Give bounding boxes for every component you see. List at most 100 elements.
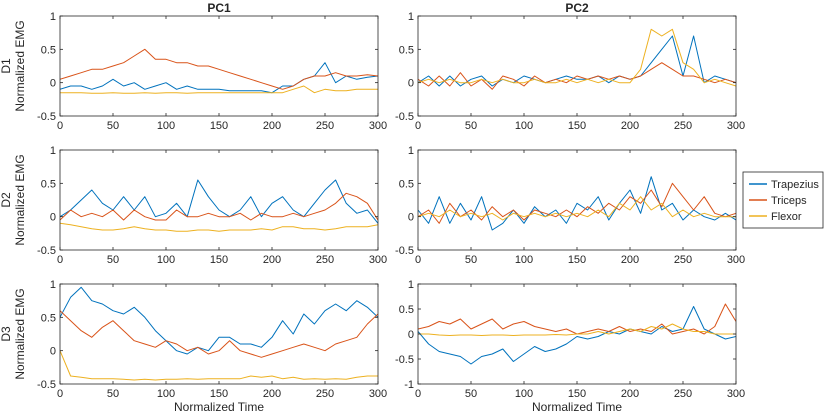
- plot-area: [418, 16, 736, 116]
- y-tick-label: 1: [408, 279, 414, 291]
- y-tick-label: -0.5: [37, 379, 56, 391]
- x-tick-label: 200: [263, 120, 281, 132]
- y-tick-label: 0: [408, 329, 414, 341]
- series-line-trapezius: [60, 62, 378, 94]
- x-tick-label: 0: [57, 388, 63, 400]
- row-label: D2: [0, 192, 13, 208]
- y-tick-label: 0.5: [41, 178, 56, 190]
- x-tick-label: 300: [369, 388, 387, 400]
- column-title: PC2: [565, 1, 589, 15]
- x-tick-label: 0: [415, 388, 421, 400]
- x-tick-label: 200: [263, 254, 281, 266]
- x-tick-label: 100: [157, 388, 175, 400]
- y-tick-label: 0.5: [399, 178, 414, 190]
- row-label: D1: [0, 58, 13, 74]
- y-tick-label: 0: [50, 212, 56, 224]
- x-tick-label: 50: [465, 254, 477, 266]
- x-tick-label: 50: [107, 388, 119, 400]
- x-tick-label: 300: [369, 254, 387, 266]
- x-tick-label: 200: [621, 120, 639, 132]
- x-tick-label: 300: [369, 120, 387, 132]
- y-tick-label: 0.5: [41, 312, 56, 324]
- x-axis-label: Normalized Time: [532, 400, 622, 413]
- x-tick-label: 0: [415, 254, 421, 266]
- panel-d3-pc2: 0 50 100 150 200 250 300 -1 -0.5 0 0.5 1 Normalized …: [395, 279, 745, 414]
- y-tick-label: -0.5: [395, 245, 414, 257]
- y-tick-label: 0: [408, 212, 414, 224]
- series-group: [60, 286, 378, 381]
- series-line-flexor: [418, 28, 736, 87]
- series-line-flexor: [60, 350, 378, 381]
- series-group: [60, 179, 378, 232]
- x-tick-label: 50: [107, 120, 119, 132]
- x-tick-label: 200: [263, 388, 281, 400]
- y-axis-label: Normalized EMG: [13, 288, 27, 379]
- x-tick-label: 300: [727, 254, 745, 266]
- plot-area: [60, 284, 378, 384]
- series-group: [418, 303, 736, 365]
- x-tick-label: 200: [621, 388, 639, 400]
- y-tick-label: 1: [50, 145, 56, 157]
- y-tick-label: -0.5: [395, 354, 414, 366]
- x-tick-label: 250: [674, 388, 692, 400]
- y-tick-label: 1: [50, 279, 56, 291]
- x-tick-label: 250: [674, 254, 692, 266]
- panels-layer: 0 50 100 150 200 250 300-0.500.51PC1Normalized…: [0, 1, 745, 414]
- series-line-triceps: [60, 310, 378, 358]
- row-label: D3: [0, 326, 13, 342]
- series-line-flexor: [418, 196, 736, 221]
- plot-area: [60, 16, 378, 116]
- series-line-trapezius: [60, 286, 378, 355]
- x-tick-label: 150: [210, 388, 228, 400]
- column-title: PC1: [207, 1, 231, 15]
- series-line-triceps: [60, 192, 378, 221]
- x-tick-label: 250: [316, 120, 334, 132]
- x-tick-label: 0: [415, 120, 421, 132]
- legend-label-flexor: Flexor: [771, 211, 802, 223]
- x-tick-label: 50: [107, 254, 119, 266]
- y-tick-label: -0.5: [395, 111, 414, 123]
- series-group: [418, 28, 736, 90]
- plot-area: [60, 150, 378, 250]
- x-tick-label: 150: [568, 388, 586, 400]
- series-line-triceps: [60, 48, 378, 90]
- y-tick-label: 1: [408, 11, 414, 23]
- x-tick-label: 150: [568, 120, 586, 132]
- x-tick-label: 250: [316, 388, 334, 400]
- y-tick-label: -1: [404, 379, 414, 391]
- x-tick-label: 100: [157, 120, 175, 132]
- x-tick-label: 300: [727, 120, 745, 132]
- x-tick-label: 200: [621, 254, 639, 266]
- series-group: [60, 48, 378, 94]
- panel-d2-pc2: 0 50 100 150 200 250 300-0.500.51: [395, 145, 745, 266]
- x-tick-label: 150: [210, 254, 228, 266]
- x-tick-label: 100: [515, 254, 533, 266]
- legend: Trapezius Triceps Flexor: [742, 171, 824, 229]
- y-tick-label: 1: [408, 145, 414, 157]
- x-tick-label: 100: [515, 388, 533, 400]
- y-axis-label: Normalized EMG: [13, 154, 27, 245]
- x-tick-label: 100: [157, 254, 175, 266]
- x-tick-label: 250: [316, 254, 334, 266]
- x-tick-label: 0: [57, 120, 63, 132]
- y-tick-label: 1: [50, 11, 56, 23]
- legend-label-triceps: Triceps: [771, 195, 807, 207]
- legend-label-trapezius: Trapezius: [771, 179, 819, 191]
- x-tick-label: 250: [674, 120, 692, 132]
- series-line-triceps: [418, 62, 736, 90]
- x-tick-label: 0: [57, 254, 63, 266]
- plot-area: [418, 150, 736, 250]
- x-tick-label: 150: [568, 254, 586, 266]
- y-tick-label: -0.5: [37, 111, 56, 123]
- y-axis-label: Normalized EMG: [13, 20, 27, 111]
- y-tick-label: 0: [50, 78, 56, 90]
- panel-d1-pc1: 0 50 100 150 200 250 300-0.500.51PC1Normalized…: [0, 1, 387, 132]
- x-tick-label: 150: [210, 120, 228, 132]
- y-tick-label: 0: [408, 78, 414, 90]
- series-line-trapezius: [418, 176, 736, 231]
